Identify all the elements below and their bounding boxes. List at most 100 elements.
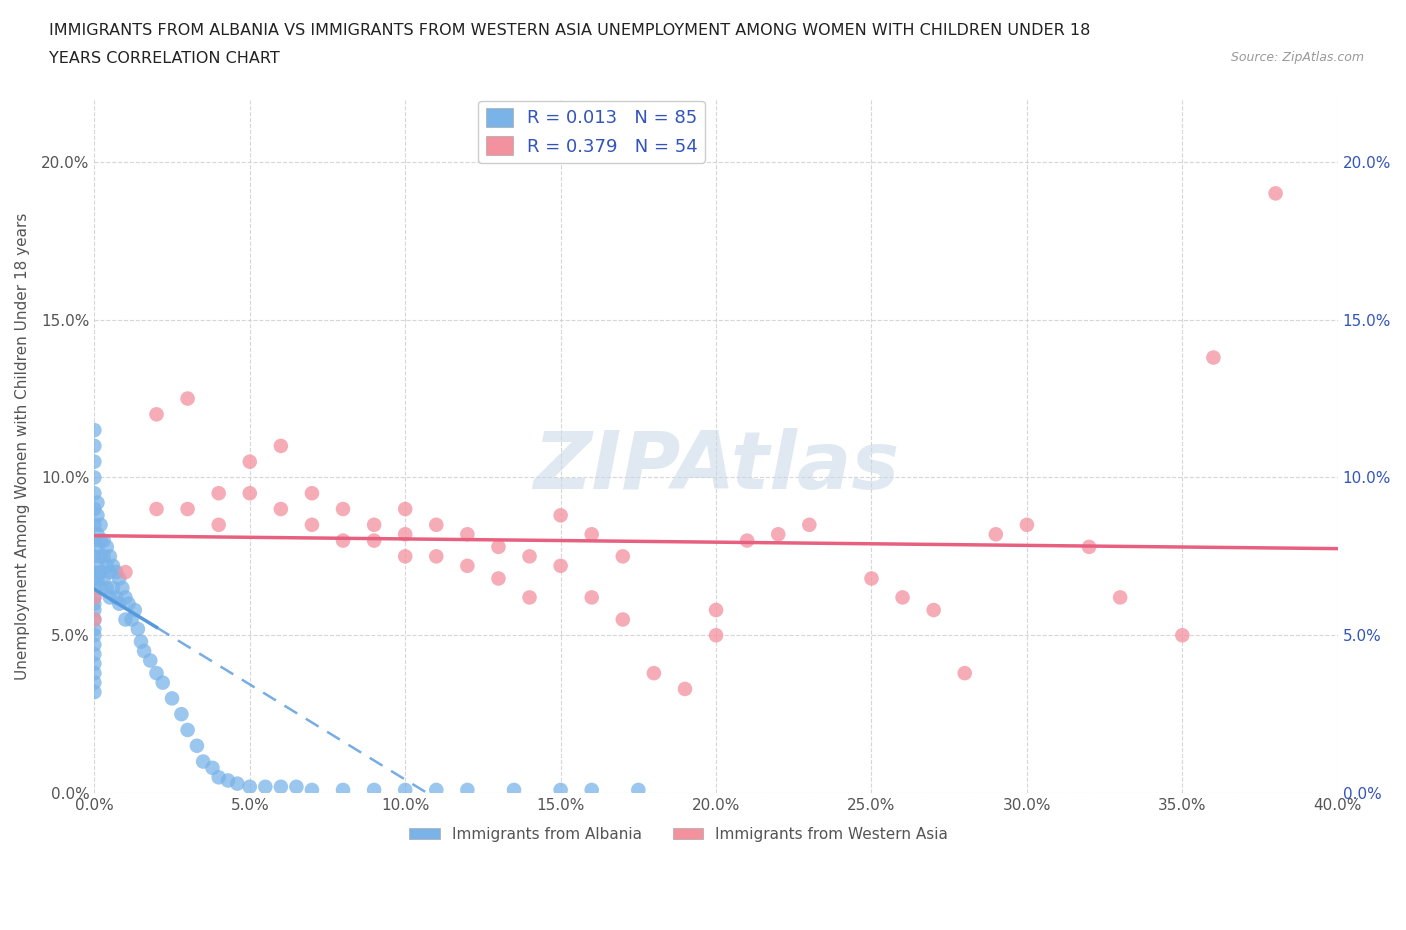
- Point: [239, 485, 262, 500]
- Point: [270, 438, 292, 453]
- Point: [83, 580, 105, 595]
- Point: [301, 485, 323, 500]
- Point: [488, 539, 510, 554]
- Point: [96, 558, 118, 573]
- Point: [1202, 350, 1225, 365]
- Point: [239, 454, 262, 469]
- Point: [1109, 590, 1132, 604]
- Point: [704, 628, 727, 643]
- Point: [799, 517, 821, 532]
- Point: [90, 549, 112, 564]
- Point: [83, 470, 105, 485]
- Point: [270, 501, 292, 516]
- Point: [704, 603, 727, 618]
- Point: [394, 526, 416, 541]
- Point: [101, 558, 124, 573]
- Point: [217, 773, 239, 788]
- Point: [550, 782, 572, 797]
- Point: [83, 590, 105, 604]
- Point: [239, 779, 262, 794]
- Point: [90, 517, 112, 532]
- Point: [121, 612, 143, 627]
- Point: [83, 533, 105, 548]
- Point: [129, 634, 152, 649]
- Point: [108, 596, 131, 611]
- Text: YEARS CORRELATION CHART: YEARS CORRELATION CHART: [49, 51, 280, 66]
- Point: [226, 777, 249, 791]
- Point: [83, 517, 105, 532]
- Point: [83, 596, 105, 611]
- Point: [124, 603, 146, 618]
- Point: [550, 558, 572, 573]
- Text: ZIPAtlas: ZIPAtlas: [533, 428, 900, 506]
- Point: [191, 754, 214, 769]
- Point: [83, 438, 105, 453]
- Point: [519, 549, 541, 564]
- Point: [643, 666, 665, 681]
- Point: [1015, 517, 1038, 532]
- Point: [98, 565, 121, 579]
- Point: [83, 666, 105, 681]
- Point: [83, 454, 105, 469]
- Point: [984, 526, 1007, 541]
- Point: [176, 392, 198, 406]
- Point: [581, 782, 603, 797]
- Point: [301, 782, 323, 797]
- Point: [98, 549, 121, 564]
- Point: [394, 501, 416, 516]
- Point: [332, 782, 354, 797]
- Point: [735, 533, 758, 548]
- Point: [83, 637, 105, 652]
- Point: [208, 485, 231, 500]
- Point: [768, 526, 790, 541]
- Point: [1264, 186, 1286, 201]
- Point: [93, 571, 115, 586]
- Point: [503, 782, 526, 797]
- Point: [105, 565, 128, 579]
- Point: [581, 590, 603, 604]
- Point: [363, 782, 385, 797]
- Point: [83, 646, 105, 661]
- Point: [254, 779, 277, 794]
- Point: [83, 485, 105, 500]
- Point: [891, 590, 914, 604]
- Point: [83, 549, 105, 564]
- Point: [363, 517, 385, 532]
- Point: [394, 549, 416, 564]
- Point: [456, 558, 478, 573]
- Point: [83, 612, 105, 627]
- Point: [83, 422, 105, 437]
- Point: [208, 517, 231, 532]
- Point: [550, 508, 572, 523]
- Point: [83, 612, 105, 627]
- Point: [612, 549, 634, 564]
- Point: [1171, 628, 1194, 643]
- Point: [860, 571, 883, 586]
- Point: [86, 571, 108, 586]
- Point: [90, 565, 112, 579]
- Point: [363, 533, 385, 548]
- Point: [83, 675, 105, 690]
- Point: [612, 612, 634, 627]
- Point: [83, 565, 105, 579]
- Point: [101, 580, 124, 595]
- Point: [86, 496, 108, 511]
- Point: [83, 684, 105, 699]
- Point: [332, 533, 354, 548]
- Point: [90, 533, 112, 548]
- Point: [922, 603, 945, 618]
- Text: Source: ZipAtlas.com: Source: ZipAtlas.com: [1230, 51, 1364, 64]
- Point: [208, 770, 231, 785]
- Point: [673, 682, 696, 697]
- Point: [270, 779, 292, 794]
- Point: [93, 533, 115, 548]
- Text: IMMIGRANTS FROM ALBANIA VS IMMIGRANTS FROM WESTERN ASIA UNEMPLOYMENT AMONG WOMEN: IMMIGRANTS FROM ALBANIA VS IMMIGRANTS FR…: [49, 23, 1091, 38]
- Point: [86, 558, 108, 573]
- Point: [86, 508, 108, 523]
- Point: [105, 590, 128, 604]
- Point: [394, 782, 416, 797]
- Point: [86, 526, 108, 541]
- Point: [83, 628, 105, 643]
- Point: [488, 571, 510, 586]
- Point: [201, 761, 224, 776]
